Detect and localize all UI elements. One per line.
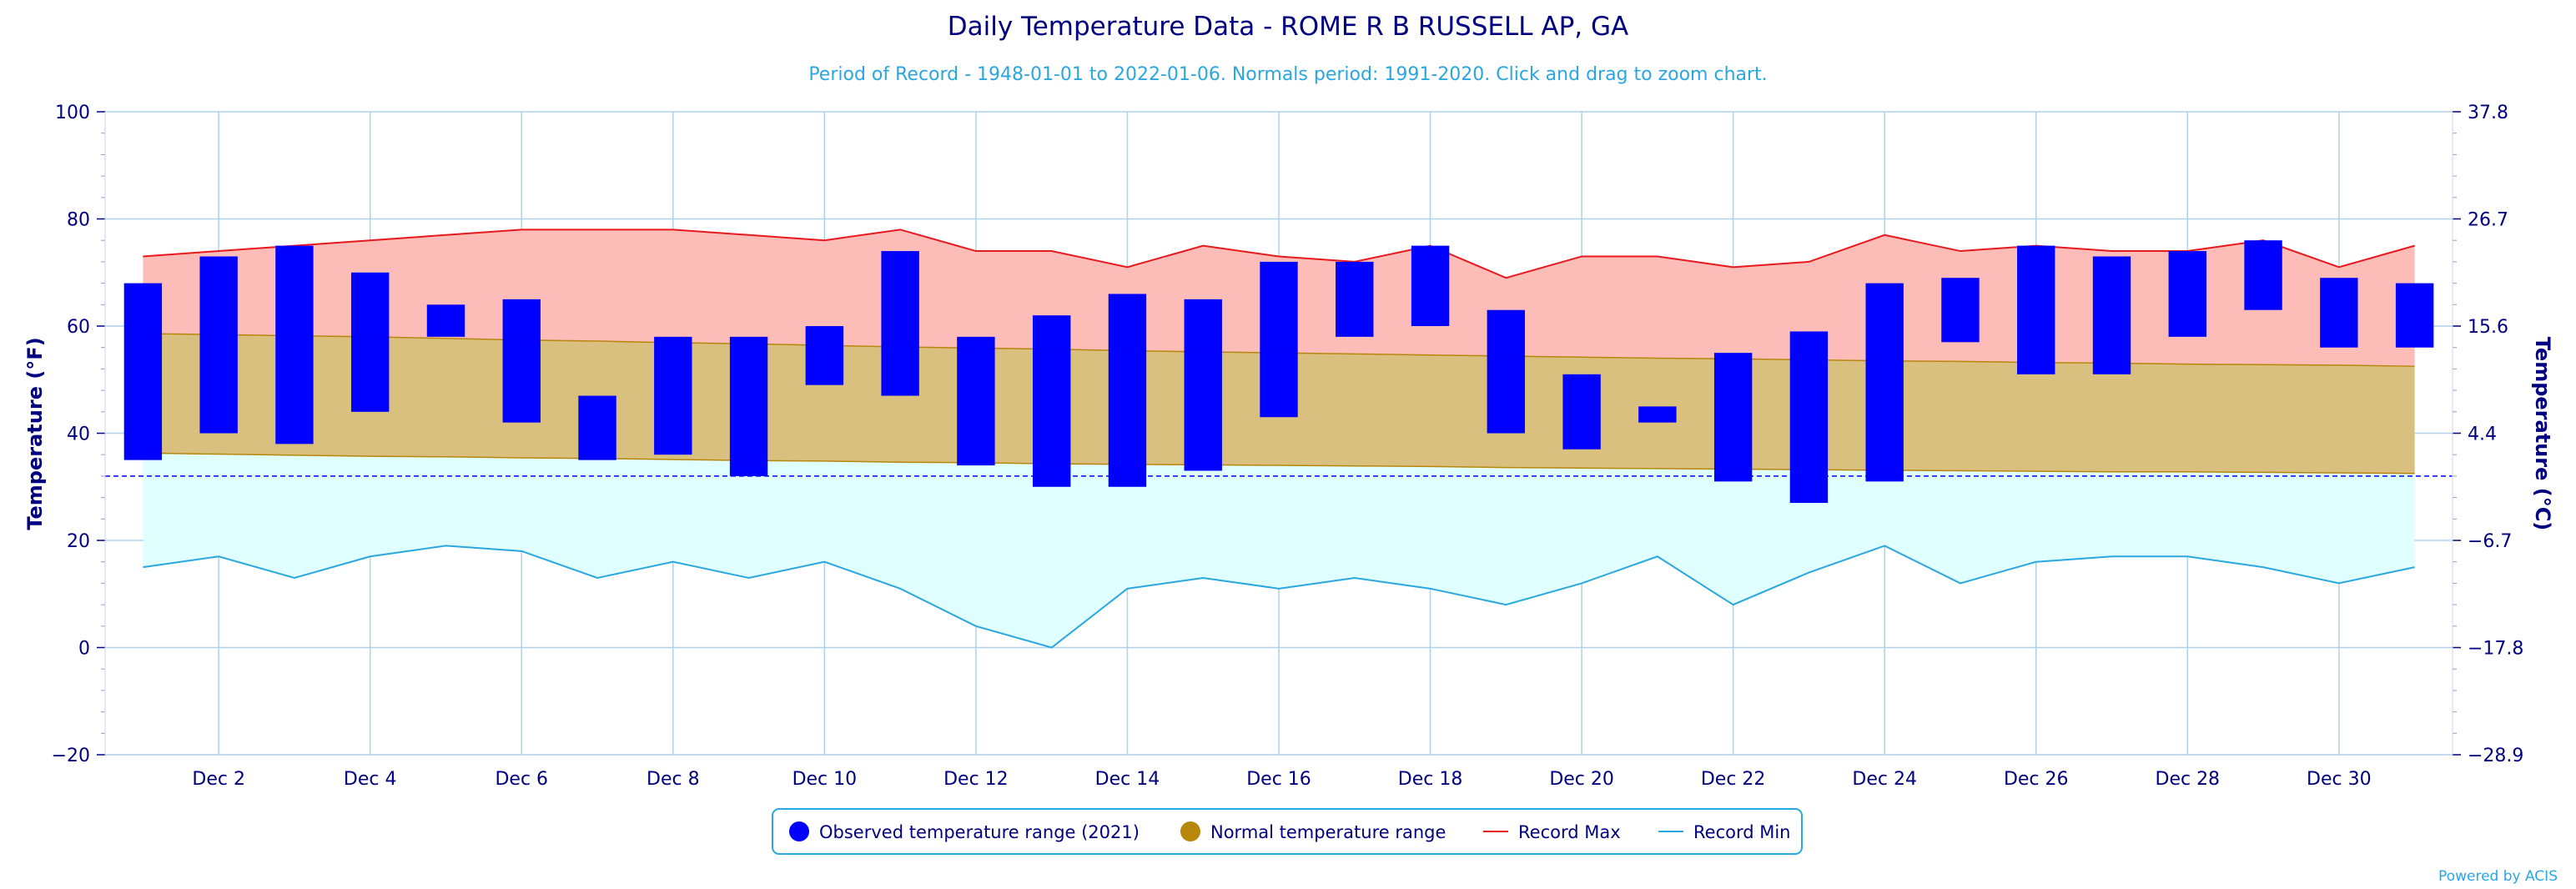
y-tick-label-right: 37.8 xyxy=(2468,103,2508,123)
x-tick-label: Dec 10 xyxy=(792,769,858,790)
observed-bar[interactable] xyxy=(1789,331,1829,504)
x-tick-label: Dec 24 xyxy=(1852,769,1917,790)
y-tick-label-left: 0 xyxy=(78,639,90,660)
x-tick-label: Dec 12 xyxy=(943,769,1009,790)
chart-title: Daily Temperature Data - ROME R B RUSSEL… xyxy=(948,12,1628,42)
legend-observed-label: Observed temperature range (2021) xyxy=(819,822,1140,842)
legend-record-min-label: Record Min xyxy=(1693,822,1791,842)
observed-bar[interactable] xyxy=(805,326,844,385)
y-tick-label-left: 20 xyxy=(67,531,90,552)
x-tick-label: Dec 26 xyxy=(2004,769,2069,790)
x-tick-label: Dec 16 xyxy=(1246,769,1311,790)
observed-bar[interactable] xyxy=(275,245,314,444)
observed-bar[interactable] xyxy=(351,272,390,412)
y-tick-label-right: −28.9 xyxy=(2468,746,2523,766)
observed-bar[interactable] xyxy=(2395,283,2434,348)
axes: 100 37.8 80 26.7 60 15.6 40 4.4 20 −6.7 0 −17.8 −20 −… xyxy=(52,103,2524,790)
observed-bars xyxy=(123,240,2434,504)
x-tick-label: Dec 8 xyxy=(647,769,700,790)
observed-bar[interactable] xyxy=(957,336,995,466)
y-axis-title-right: Temperature (°C) xyxy=(2531,337,2554,531)
normal-low-edge xyxy=(143,452,2415,475)
legend-box xyxy=(772,808,1803,855)
observed-bar[interactable] xyxy=(1336,261,1374,337)
observed-bar[interactable] xyxy=(1032,315,1071,487)
x-tick-label: Dec 28 xyxy=(2156,769,2221,790)
observed-bar[interactable] xyxy=(578,395,616,460)
observed-bar[interactable] xyxy=(2017,245,2055,374)
observed-bar[interactable] xyxy=(123,283,163,460)
x-tick-label: Dec 30 xyxy=(2307,769,2372,790)
credits-link[interactable]: Powered by ACIS xyxy=(2438,868,2558,885)
x-tick-label: Dec 2 xyxy=(192,769,245,790)
observed-bar[interactable] xyxy=(1411,245,1450,326)
observed-bar[interactable] xyxy=(729,336,768,476)
observed-bar[interactable] xyxy=(2168,251,2206,337)
observed-bar[interactable] xyxy=(654,336,692,455)
x-tick-label: Dec 14 xyxy=(1095,769,1160,790)
observed-bar[interactable] xyxy=(1941,278,1980,343)
observed-bar[interactable] xyxy=(1865,283,1904,482)
y-tick-label-left: 60 xyxy=(67,317,90,338)
observed-bar[interactable] xyxy=(1713,353,1753,482)
legend: Observed temperature range (2021) Normal… xyxy=(772,808,1803,855)
legend-observed-marker xyxy=(789,821,809,841)
x-tick-label: Dec 4 xyxy=(344,769,397,790)
legend-item-record-min[interactable]: Record Min xyxy=(1658,822,1791,842)
legend-item-normal[interactable]: Normal temperature range xyxy=(1180,821,1446,842)
observed-bar[interactable] xyxy=(1184,299,1222,471)
y-tick-label-right: 15.6 xyxy=(2468,317,2508,338)
legend-normal-label: Normal temperature range xyxy=(1210,822,1446,842)
legend-normal-marker xyxy=(1180,821,1200,841)
y-tick-label-right: 4.4 xyxy=(2468,424,2497,445)
observed-bar[interactable] xyxy=(426,304,465,337)
legend-item-observed[interactable]: Observed temperature range (2021) xyxy=(789,821,1140,842)
y-tick-label-right: −6.7 xyxy=(2468,531,2512,552)
y-tick-label-left: 40 xyxy=(67,424,90,445)
y-tick-label-left: 100 xyxy=(55,103,90,123)
observed-bar[interactable] xyxy=(1260,261,1298,418)
record-min-area xyxy=(143,453,2415,648)
x-tick-label: Dec 22 xyxy=(1701,769,1766,790)
observed-bar[interactable] xyxy=(2244,240,2282,310)
y-tick-label-left: −20 xyxy=(52,746,90,766)
y-tick-label-right: 26.7 xyxy=(2468,210,2508,231)
y-axis-title-left: Temperature (°F) xyxy=(23,337,47,530)
x-tick-label: Dec 20 xyxy=(1549,769,1614,790)
y-tick-label-right: −17.8 xyxy=(2468,639,2523,660)
observed-bar[interactable] xyxy=(1562,374,1601,450)
observed-bar[interactable] xyxy=(1108,294,1147,487)
record-areas xyxy=(143,229,2415,648)
observed-bar[interactable] xyxy=(502,299,541,423)
observed-bar[interactable] xyxy=(881,251,919,396)
observed-bar[interactable] xyxy=(1487,309,1526,434)
legend-item-record-max[interactable]: Record Max xyxy=(1483,822,1621,842)
record-min-line xyxy=(143,545,2415,649)
x-tick-label: Dec 6 xyxy=(495,769,548,790)
observed-bar[interactable] xyxy=(1638,406,1677,423)
observed-bar[interactable] xyxy=(199,256,238,434)
y-tick-label-left: 80 xyxy=(67,210,90,231)
observed-bar[interactable] xyxy=(2320,278,2358,348)
legend-record-max-label: Record Max xyxy=(1518,822,1621,842)
chart-subtitle: Period of Record - 1948-01-01 to 2022-01… xyxy=(808,64,1767,85)
observed-bar[interactable] xyxy=(2092,256,2131,374)
x-tick-label: Dec 18 xyxy=(1398,769,1463,790)
